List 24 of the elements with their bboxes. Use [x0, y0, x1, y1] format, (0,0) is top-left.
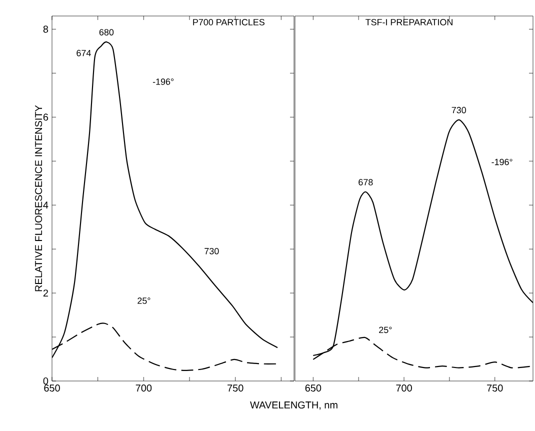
annotation: 680	[99, 29, 114, 36]
annotation: 25°	[138, 298, 150, 304]
annotation: 730	[204, 248, 219, 254]
y-tick-label: 6	[43, 114, 48, 121]
x-tick-label: 700	[396, 384, 412, 392]
annotation: -196°	[492, 158, 512, 166]
y-tick-label: 4	[43, 202, 48, 209]
x-tick-label: 750	[228, 384, 244, 392]
annotation: 674	[76, 50, 91, 56]
annotation: 25°	[379, 326, 392, 334]
y-axis-title: RELATIVE FLUORESCENCE INTENSITY	[35, 105, 42, 292]
x-tick-label: 650	[44, 384, 60, 392]
y-tick-label: 8	[43, 26, 48, 33]
y-tick-label: 2	[43, 290, 48, 297]
chart-title: P700 PARTICLES	[193, 19, 264, 26]
annotation: 730	[452, 106, 466, 114]
x-axis-title: WAVELENGTH, nm	[250, 401, 338, 410]
annotation: -196°	[152, 78, 174, 85]
chart-title: TSF-I PREPARATION	[366, 19, 452, 26]
x-tick-label: 650	[305, 384, 322, 392]
x-tick-label: 750	[487, 384, 503, 392]
x-tick-label: 700	[136, 384, 152, 392]
y-tick-label: 0	[43, 377, 48, 385]
annotation: 678	[358, 179, 373, 186]
